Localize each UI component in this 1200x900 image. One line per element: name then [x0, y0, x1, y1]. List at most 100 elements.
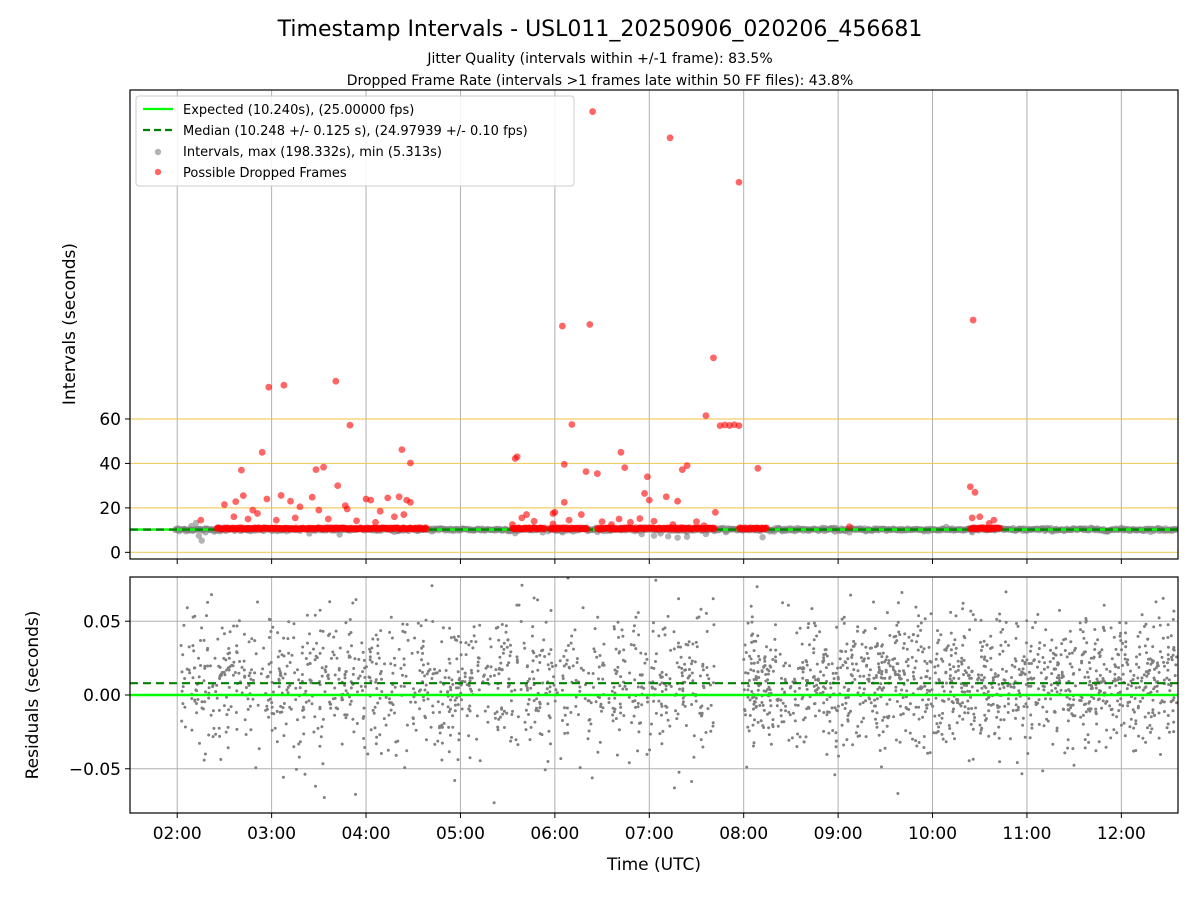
residual-point — [543, 655, 547, 658]
residual-point — [672, 630, 676, 634]
x-tick-label: 10:00 — [908, 824, 957, 844]
residual-point — [936, 641, 940, 645]
dropped-frame-point — [407, 498, 414, 506]
residual-point — [1066, 719, 1070, 723]
residual-point — [683, 704, 687, 708]
residual-point — [217, 726, 221, 730]
residual-point — [746, 621, 750, 625]
residual-point — [498, 655, 502, 659]
residual-point — [968, 676, 972, 680]
residual-point — [451, 725, 455, 729]
dropped-frame-point — [645, 496, 653, 504]
residual-point — [644, 652, 648, 656]
residual-point — [1118, 621, 1122, 625]
residual-point — [423, 674, 427, 678]
residual-point — [954, 670, 958, 674]
residual-point — [758, 658, 762, 662]
residual-point — [841, 663, 845, 667]
residual-point — [1144, 670, 1148, 674]
residual-point — [1053, 709, 1057, 713]
residual-point — [681, 689, 685, 693]
residual-point — [1067, 688, 1071, 692]
residual-point — [1170, 655, 1173, 659]
residual-point — [318, 707, 322, 711]
dropped-frame-point — [565, 516, 573, 524]
residual-point — [1134, 749, 1138, 752]
dropped-frame-point — [343, 505, 351, 513]
residual-point — [928, 659, 932, 663]
residual-point — [979, 640, 982, 644]
residual-point — [646, 700, 650, 704]
residual-point — [402, 685, 406, 688]
residual-point — [949, 654, 953, 657]
residual-point — [779, 708, 783, 712]
residual-point — [966, 711, 970, 715]
residual-point — [1104, 701, 1108, 705]
residual-point — [749, 604, 753, 608]
residual-point — [620, 628, 624, 632]
residual-point — [1049, 697, 1053, 701]
residual-point — [807, 706, 811, 710]
residual-point — [623, 684, 627, 688]
residual-point — [961, 607, 965, 611]
residual-point — [1169, 634, 1173, 638]
residual-point — [501, 651, 505, 655]
residual-point — [431, 672, 435, 676]
residual-point — [840, 650, 844, 653]
residual-point — [467, 643, 471, 647]
residual-point — [328, 632, 332, 636]
residual-point — [874, 717, 877, 721]
residual-point — [1156, 661, 1159, 665]
residual-point — [883, 676, 887, 680]
residual-point — [546, 663, 550, 667]
residual-point — [771, 658, 775, 661]
residual-point — [828, 681, 832, 685]
residual-point — [976, 673, 980, 677]
residual-point — [1118, 703, 1122, 707]
residual-point — [914, 705, 918, 709]
residual-point — [211, 735, 215, 739]
residual-point — [1041, 769, 1045, 773]
residual-point — [1065, 695, 1069, 699]
residual-point — [1149, 715, 1153, 719]
residual-point — [569, 641, 573, 645]
residual-point — [272, 712, 276, 716]
residual-point — [1058, 608, 1061, 612]
residual-point — [821, 690, 825, 694]
residual-point — [315, 641, 319, 645]
residual-point — [493, 712, 497, 716]
dropped-frame-point — [621, 464, 629, 472]
residual-point — [269, 661, 273, 664]
residual-point — [680, 674, 684, 678]
residual-point — [980, 673, 984, 677]
dropped-frame-point — [586, 321, 594, 328]
residual-point — [927, 645, 931, 649]
residual-point — [1042, 724, 1046, 728]
residual-point — [530, 634, 534, 638]
residual-point — [645, 696, 649, 700]
residual-point — [1014, 716, 1017, 720]
residual-point — [476, 664, 480, 667]
residual-point — [987, 734, 991, 738]
residual-point — [987, 703, 990, 706]
residual-point — [1090, 686, 1094, 690]
residual-point — [701, 668, 705, 672]
residual-point — [681, 696, 685, 700]
residual-point — [798, 686, 801, 690]
residual-point — [324, 665, 328, 669]
interval-point — [638, 530, 645, 538]
residual-point — [625, 687, 628, 691]
dropped-frame-point — [312, 466, 320, 474]
residual-point — [180, 689, 184, 693]
residual-point — [223, 673, 227, 677]
residual-point — [343, 713, 347, 717]
residual-point — [474, 640, 478, 644]
residual-point — [595, 655, 599, 659]
residual-point — [1173, 674, 1177, 678]
residual-point — [766, 712, 769, 716]
residual-point — [563, 713, 567, 717]
residual-point — [332, 635, 336, 639]
residual-point — [601, 677, 605, 681]
residual-point — [1019, 673, 1023, 677]
